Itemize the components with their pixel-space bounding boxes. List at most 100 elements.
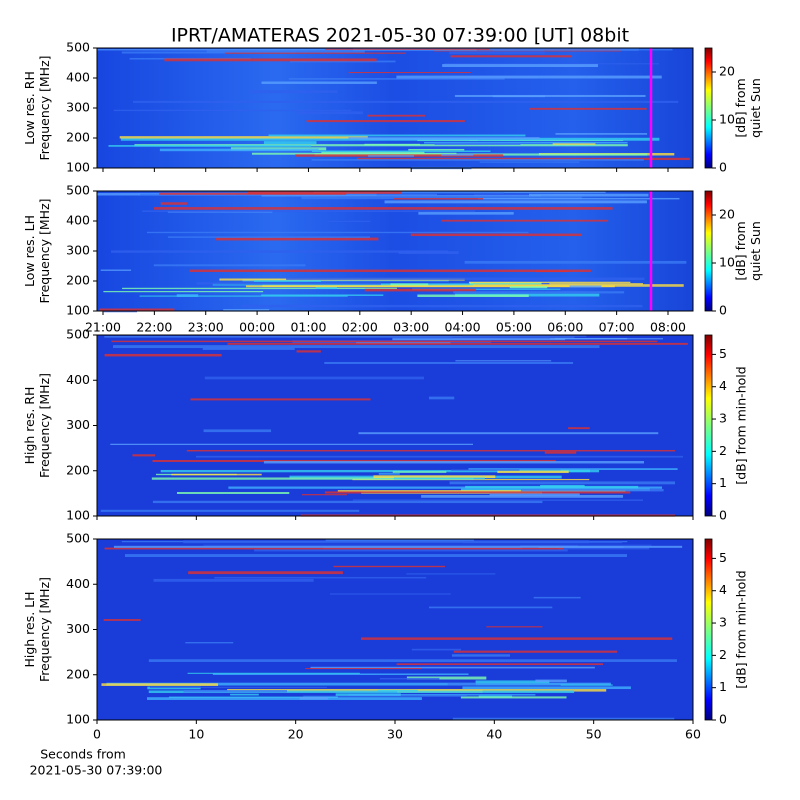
spectrogram-feature <box>560 469 590 473</box>
spectrogram-feature <box>254 549 568 552</box>
spectrogram-feature <box>441 153 474 156</box>
spectrogram-feature <box>152 459 556 462</box>
spectrogram-feature <box>379 677 440 680</box>
spectrogram-feature <box>418 212 514 215</box>
spectrogram-feature <box>406 676 487 680</box>
spectrogram-feature <box>299 696 329 700</box>
colorbar <box>704 190 713 312</box>
spectrogram-feature <box>153 264 306 267</box>
spectrogram-feature <box>453 650 618 653</box>
spectrogram-feature <box>552 142 596 145</box>
colorbar-tick-label: 3 <box>719 615 727 630</box>
spectrogram-feature <box>113 345 600 349</box>
spectrogram-feature <box>392 337 453 339</box>
spectrogram-feature <box>167 236 370 238</box>
y-tick-label: 200 <box>66 462 90 477</box>
colorbar-tick-label: 2 <box>719 647 727 662</box>
spectrogram-feature <box>204 376 425 380</box>
spectrogram-feature <box>311 158 644 161</box>
y-tick-label: 200 <box>66 273 90 288</box>
spectrogram-feature <box>253 280 322 282</box>
colorbar <box>704 538 713 721</box>
y-tick-label: 400 <box>66 372 90 387</box>
spectrogram-feature <box>406 573 496 575</box>
x-tick-label: 0 <box>93 727 101 742</box>
spectrogram-feature <box>357 138 482 141</box>
x-tick-label: 02:00 <box>342 320 378 335</box>
y-tick-label: 300 <box>66 100 90 115</box>
y-tick-label: 500 <box>66 183 90 198</box>
colorbar-tick-label: 3 <box>719 411 727 426</box>
spectrogram-feature <box>393 477 485 480</box>
spectrogram-feature <box>352 499 643 501</box>
spectrogram-feature <box>113 545 683 548</box>
spectrogram-feature <box>223 309 270 312</box>
spectrogram-feature <box>450 55 573 58</box>
y-tick-label: 200 <box>66 130 90 145</box>
spectrogram-feature <box>297 111 364 115</box>
spectrogram-feature <box>103 310 138 313</box>
spectrogram-feature <box>196 455 683 458</box>
spectrogram-feature <box>212 673 469 675</box>
spectrogram-feature <box>555 133 648 135</box>
spectrogram-feature <box>214 576 427 579</box>
x-axis-label: 2021-05-30 07:39:00 <box>30 763 163 778</box>
spectrogram-feature <box>171 473 262 476</box>
colorbar-tick-label: 1 <box>719 679 727 694</box>
spectrogram-feature <box>441 219 609 222</box>
spectrogram-feature <box>113 109 352 112</box>
x-tick-label: 06:00 <box>547 320 583 335</box>
spectrogram-feature <box>149 686 327 688</box>
spectrogram-feature <box>392 338 566 341</box>
x-tick-label: 05:00 <box>496 320 532 335</box>
spectrogram-feature <box>261 195 541 197</box>
spectrogram-feature <box>247 191 402 194</box>
spectrogram-feature <box>451 469 520 471</box>
spectrogram-feature <box>153 207 613 210</box>
spectrogram-feature <box>356 157 690 161</box>
spectrogram-feature <box>132 100 679 103</box>
spectrogram-feature <box>311 150 491 153</box>
spectrogram-feature <box>227 342 688 345</box>
spectrogram-feature <box>315 286 337 289</box>
spectrogram-feature <box>528 193 649 197</box>
x-tick-label: 01:00 <box>290 320 326 335</box>
spectrogram-feature <box>160 202 188 205</box>
spectrogram-feature <box>533 596 581 599</box>
colorbar-label: quiet Sun <box>748 221 763 281</box>
colorbar-tick-label: 20 <box>719 207 735 222</box>
spectrogram-feature <box>99 308 175 311</box>
spectrogram-feature <box>310 666 595 669</box>
y-tick-label: 500 <box>66 327 90 342</box>
spectrogram-feature <box>384 200 647 204</box>
spectrogram-feature <box>104 353 222 357</box>
spectrogram-feature <box>479 161 580 163</box>
spectrogram-feature <box>139 295 348 297</box>
spectrogram-feature <box>348 137 540 140</box>
spectrogram-feature <box>560 684 613 686</box>
spectrogram-feature <box>464 260 687 264</box>
spectrogram-feature <box>142 210 476 213</box>
spectrogram-feature <box>261 294 384 296</box>
spectrogram-feature <box>103 290 264 293</box>
spectrogram-feature <box>411 648 462 651</box>
y-tick-label: 100 <box>66 303 90 318</box>
spectrogram-feature <box>263 460 645 464</box>
spectrogram-feature <box>465 485 639 489</box>
spectrogram-feature <box>544 451 577 454</box>
colorbar-tick-label: 1 <box>719 475 727 490</box>
spectrogram-feature <box>325 539 474 542</box>
spectrogram-feature <box>348 72 471 74</box>
x-tick-label: 60 <box>685 727 701 742</box>
spectrogram-feature <box>245 285 615 288</box>
colorbar-label: [dB] from min-hold <box>734 570 749 688</box>
x-tick-label: 22:00 <box>136 320 172 335</box>
x-axis-label: Seconds from <box>40 747 126 762</box>
spectrogram-feature <box>451 654 511 657</box>
x-tick-label: 10 <box>188 727 204 742</box>
spectrogram-feature <box>228 486 662 489</box>
spectrogram-feature <box>104 336 575 338</box>
x-tick-label: 50 <box>586 727 602 742</box>
y-axis-label: Low res. RH <box>22 71 37 145</box>
spectrogram-feature <box>263 141 317 145</box>
